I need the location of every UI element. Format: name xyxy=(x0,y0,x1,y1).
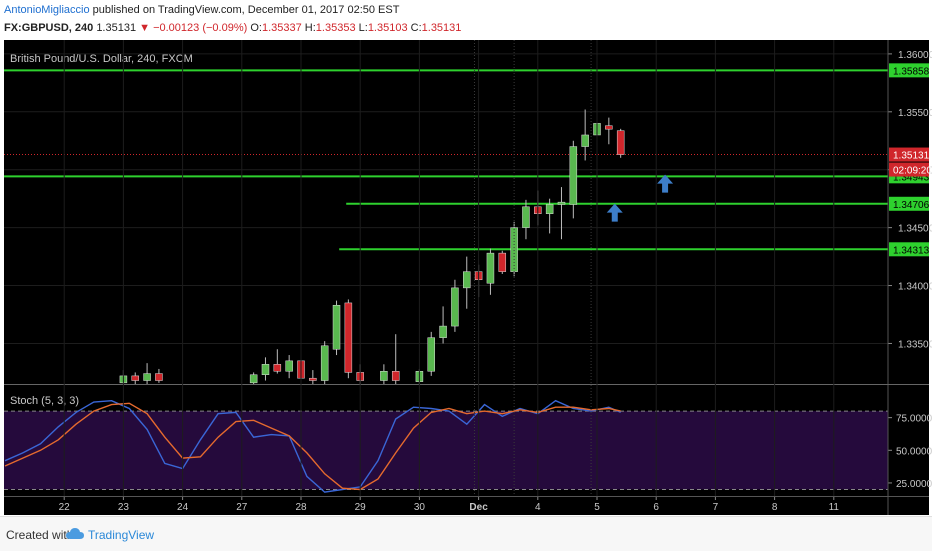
candle-down[interactable] xyxy=(273,364,282,372)
level-price-tag xyxy=(889,242,929,257)
level-price-tag xyxy=(889,63,929,78)
stoch-k-line[interactable] xyxy=(4,399,621,493)
candle-down[interactable] xyxy=(344,302,353,373)
high-label: H: xyxy=(304,22,316,34)
open-value: 1.35337 xyxy=(261,22,302,34)
candle-down[interactable] xyxy=(498,252,507,272)
up-arrow-icon xyxy=(606,203,623,222)
candle-down[interactable] xyxy=(309,377,317,381)
author-link[interactable]: AntonioMigliaccio xyxy=(4,4,90,16)
stoch-tick-label: 75.0000 xyxy=(896,414,932,425)
tradingview-cloud-icon xyxy=(66,528,84,539)
y-tick-label: 1.36000 xyxy=(898,50,932,61)
x-axis: 22 23 24 27 28 29 30 Dec 4 5 6 7 8 11 xyxy=(59,496,840,513)
open-label: O: xyxy=(250,22,262,34)
stoch-d-line[interactable] xyxy=(4,402,621,491)
publish-header: AntonioMigliaccio published on TradingVi… xyxy=(4,4,399,16)
stoch-tick-label: 25.0000 xyxy=(896,479,932,490)
candle-up[interactable] xyxy=(522,206,530,228)
stoch-band-fill xyxy=(4,411,888,490)
tradingview-link[interactable]: TradingView xyxy=(88,528,155,542)
close-label: C: xyxy=(410,22,422,34)
low-label: L: xyxy=(358,22,368,34)
candle-up[interactable] xyxy=(249,374,258,384)
footer: Created with TradingView xyxy=(0,516,932,551)
x-tick-label: 5 xyxy=(594,502,600,513)
x-tick-label: 29 xyxy=(355,502,367,513)
candle-up[interactable] xyxy=(285,360,293,372)
x-tick-label: 22 xyxy=(59,502,71,513)
level-price-tag xyxy=(889,196,929,211)
x-tick-label: 11 xyxy=(829,502,840,513)
ohlc-bar: FX:GBPUSD, 240 1.35131 ▼ −0.00123 (−0.09… xyxy=(4,22,461,34)
x-tick-label: 28 xyxy=(295,502,307,513)
last-price: 1.35131 xyxy=(96,22,137,34)
stoch-pane[interactable]: 75.0000 50.0000 25.0000 xyxy=(4,399,932,493)
symbol-label: FX:GBPUSD, 240 xyxy=(4,22,94,34)
x-tick-label: 30 xyxy=(414,502,426,513)
chart-title: British Pound/U.S. Dollar, 240, FXCM xyxy=(10,53,193,65)
countdown-label: 02:09:20 xyxy=(893,166,932,177)
created-with-label: Created with xyxy=(6,528,74,542)
candle-up[interactable] xyxy=(143,373,151,381)
current-price-label: 1.35131 xyxy=(893,151,930,162)
candle-down[interactable] xyxy=(616,130,625,155)
stoch-tick-label: 50.0000 xyxy=(896,446,932,457)
candle-up[interactable] xyxy=(439,325,447,338)
publish-info: published on TradingView.com, December 0… xyxy=(92,4,400,16)
candle-up[interactable] xyxy=(569,146,578,205)
candle-up[interactable] xyxy=(261,364,270,375)
x-tick-label: 6 xyxy=(653,502,659,513)
low-value: 1.35103 xyxy=(367,22,408,34)
x-tick-label: Dec xyxy=(469,502,488,513)
y-tick-label: 1.35500 xyxy=(898,108,932,119)
candle-down[interactable] xyxy=(605,125,613,130)
x-tick-label: 27 xyxy=(236,502,248,513)
level-price-label: 1.34313 xyxy=(893,245,930,256)
y-tick-label: 1.34000 xyxy=(898,282,932,293)
y-tick-label: 1.34500 xyxy=(898,224,932,235)
candle-down[interactable] xyxy=(155,373,163,381)
y-tick-label: 1.33500 xyxy=(898,339,932,350)
candle-down[interactable] xyxy=(391,371,400,381)
candle-up[interactable] xyxy=(463,271,471,289)
stoch-title: Stoch (5, 3, 3) xyxy=(10,395,79,407)
level-price-label: 1.34706 xyxy=(893,200,930,211)
stoch-lines xyxy=(4,399,621,493)
up-arrow-icon xyxy=(657,174,674,193)
x-tick-label: 24 xyxy=(177,502,189,513)
candle-up[interactable] xyxy=(451,287,459,327)
x-tick-label: 7 xyxy=(713,502,719,513)
x-tick-label: 8 xyxy=(772,502,778,513)
x-tick-label: 4 xyxy=(535,502,541,513)
candle-up[interactable] xyxy=(332,304,341,350)
high-value: 1.35353 xyxy=(315,22,356,34)
candle-up[interactable] xyxy=(320,345,329,381)
candle-up[interactable] xyxy=(380,371,388,381)
candle-up[interactable] xyxy=(581,134,589,147)
candle-up[interactable] xyxy=(486,252,495,284)
candle-up[interactable] xyxy=(557,201,566,205)
candle-up[interactable] xyxy=(545,204,554,214)
countdown-tag xyxy=(889,162,929,177)
current-price-tag xyxy=(889,147,929,162)
close-value: 1.35131 xyxy=(421,22,462,34)
price-change: ▼ −0.00123 (−0.09%) xyxy=(139,22,248,34)
level-price-label: 1.34943 xyxy=(893,172,930,183)
price-chart[interactable]: 1.360001.355001.350001.345001.340001.335… xyxy=(0,0,932,516)
level-price-label: 1.35858 xyxy=(893,66,930,77)
candle-down[interactable] xyxy=(131,375,139,381)
x-tick-label: 23 xyxy=(118,502,130,513)
candle-up[interactable] xyxy=(427,337,435,372)
